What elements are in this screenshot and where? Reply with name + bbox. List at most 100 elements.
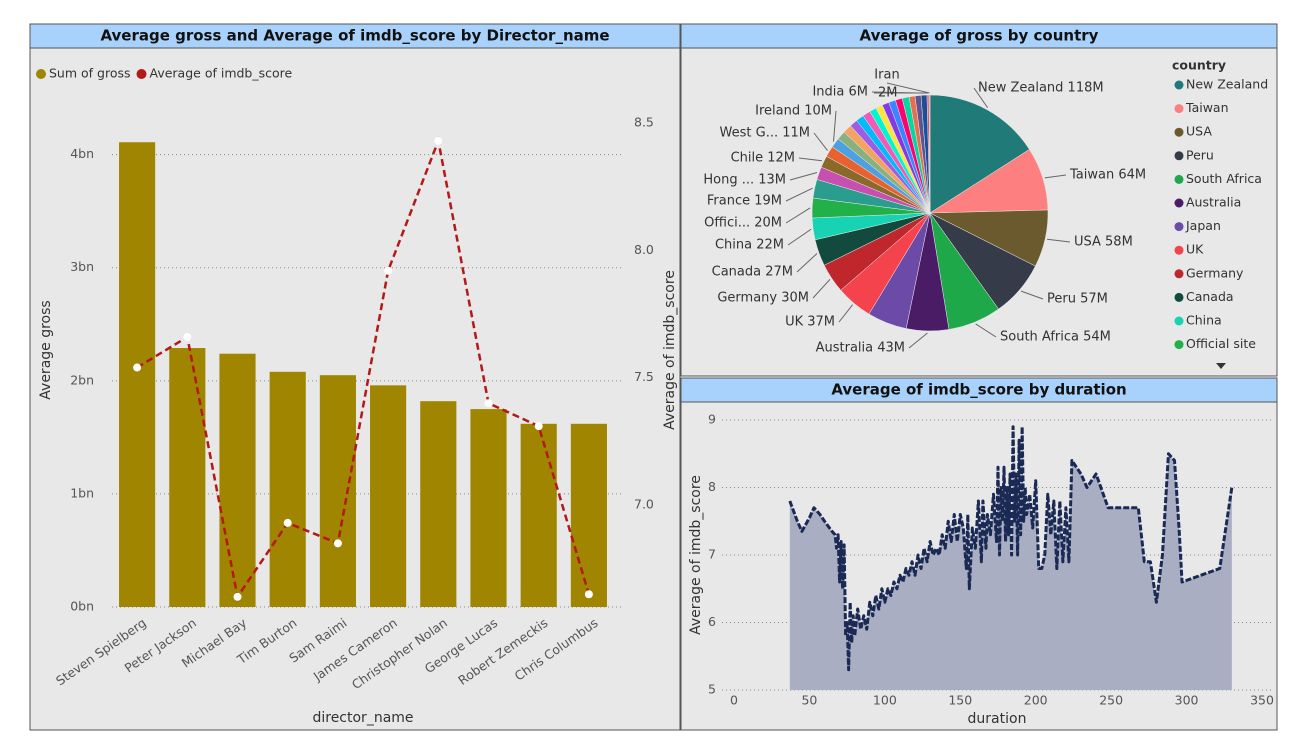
title-bar (29, 23, 681, 49)
legend-swatch (1174, 104, 1184, 114)
leader-line (812, 279, 831, 299)
leader-line (787, 228, 812, 246)
legend-swatch (1174, 222, 1184, 232)
x-tick-label: 350 (1250, 693, 1274, 708)
y-axis-title: Average of imdb_score (688, 475, 704, 635)
data-label: Peru 57M (1047, 292, 1108, 307)
leader-line (833, 110, 837, 142)
line-point (434, 136, 443, 145)
x-tick-label: 0 (730, 693, 738, 708)
legend-scroll-arrow[interactable] (1216, 363, 1226, 369)
data-label: China 22M (715, 238, 784, 253)
data-label: South Africa 54M (1000, 330, 1111, 345)
y-tick-label: 7 (708, 547, 716, 562)
data-label: UK 37M (785, 315, 835, 330)
legend-swatch (1174, 151, 1184, 161)
bar (420, 401, 457, 607)
bar (520, 423, 557, 607)
legend-swatch (1174, 127, 1184, 137)
line-point (384, 266, 393, 275)
legend-label: China (1186, 313, 1222, 328)
x-axis-title: director_name (312, 710, 413, 726)
legend-label: USA (1186, 124, 1212, 139)
leader-line (789, 172, 818, 181)
bar (370, 385, 407, 607)
bar (169, 348, 206, 607)
leader-line (973, 87, 989, 109)
line (788, 425, 1234, 672)
line-point (283, 518, 292, 527)
leader-line (1047, 238, 1071, 243)
leader-line (785, 207, 811, 224)
y-tick-label: 4bn (70, 146, 94, 161)
leader-line (975, 323, 997, 338)
y-tick-label: 6 (708, 614, 716, 629)
pie-slice (929, 94, 1030, 214)
legend-swatch (36, 69, 46, 79)
leader-line (796, 253, 818, 273)
title-bar (680, 23, 1278, 49)
leader-line (1044, 174, 1067, 179)
x-tick-label: 100 (873, 693, 897, 708)
y-tick-label: 3bn (70, 259, 94, 274)
legend-label: Germany (1186, 265, 1244, 280)
legend-label: Sum of gross (49, 66, 131, 81)
leader-line (1020, 290, 1044, 300)
leader-line (813, 132, 828, 151)
data-label: Iran (874, 68, 899, 83)
line-point (233, 592, 242, 601)
x-tick-label: 200 (1024, 693, 1048, 708)
line (136, 136, 591, 601)
data-label: USA 58M (1074, 235, 1133, 250)
chart-title: Average of gross by country (860, 27, 1099, 45)
legend-label: South Africa (1186, 171, 1262, 186)
data-label: Offici... 20M (704, 216, 782, 231)
y-tick-label: 0bn (70, 599, 94, 614)
data-label: Germany 30M (717, 291, 809, 306)
data-label: India 6M (812, 85, 868, 100)
y-tick-label: 8 (708, 479, 716, 494)
x-axis-title: duration (968, 711, 1027, 727)
data-label: Canada 27M (712, 265, 793, 280)
chart-title: Average gross and Average of imdb_score … (100, 27, 609, 45)
y2-tick-label: 7.5 (634, 369, 654, 384)
leader-line (908, 332, 928, 349)
legend-label: Australia (1186, 195, 1241, 210)
legend-swatch (1174, 198, 1184, 208)
legend-label: Peru (1186, 147, 1214, 162)
y-tick-label: 2bn (70, 372, 94, 387)
data-label: Australia 43M (816, 341, 905, 356)
line-point (584, 590, 593, 599)
legend-label: Japan (1185, 218, 1221, 233)
area-fill (789, 426, 1232, 690)
bar (470, 409, 507, 607)
leader-line (798, 157, 823, 162)
legend-label: New Zealand (1186, 77, 1268, 92)
bar (269, 371, 306, 607)
x-tick-label: 250 (1099, 693, 1123, 708)
title-bar (680, 377, 1278, 403)
bar (319, 375, 356, 607)
legend-label: UK (1186, 242, 1204, 257)
line-point (534, 422, 543, 431)
legend-swatch (1174, 292, 1184, 302)
line-point (183, 332, 192, 341)
line-point (333, 539, 342, 548)
legend-label: Taiwan (1185, 100, 1229, 115)
x-tick-label: 300 (1175, 693, 1199, 708)
data-label: New Zealand 118M (978, 81, 1104, 96)
y2-tick-label: 7.0 (634, 497, 654, 512)
y-axis-title: Average gross (38, 300, 54, 399)
legend-title: country (1172, 58, 1226, 73)
pie-slice (928, 94, 931, 214)
legend-swatch (1174, 316, 1184, 326)
bar (219, 353, 256, 607)
line-point (484, 399, 493, 408)
x-tick-label: 150 (948, 693, 972, 708)
y2-tick-label: 8.0 (634, 242, 654, 257)
data-label: Chile 12M (731, 151, 795, 166)
data-label: 2M (878, 86, 898, 101)
legend-label: Canada (1186, 289, 1234, 304)
legend-swatch (1174, 269, 1184, 279)
